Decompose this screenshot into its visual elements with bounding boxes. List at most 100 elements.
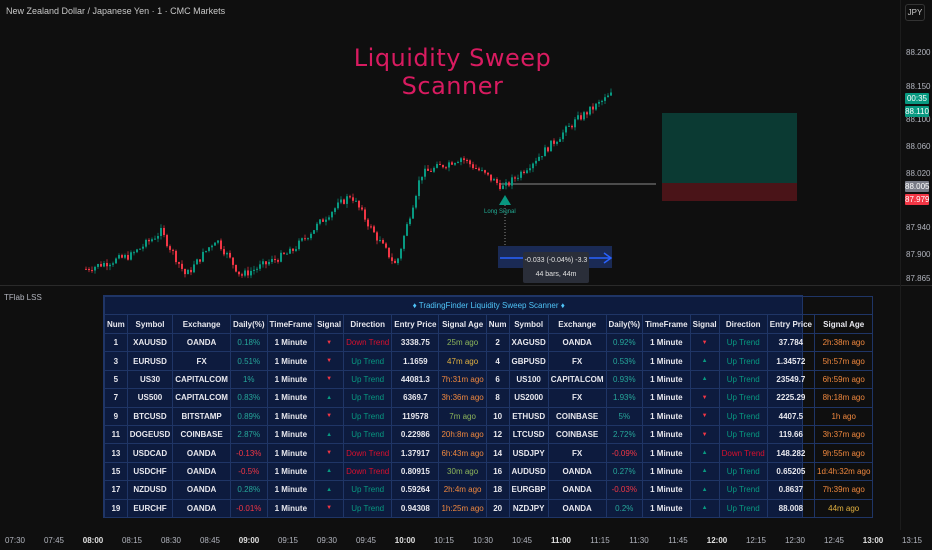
signal-age-cell: 7m ago [438,406,487,426]
candle [505,182,507,186]
candle [496,179,498,184]
candle [271,258,273,262]
timeframe-cell: 1 Minute [266,369,316,390]
candle [274,258,276,261]
candle [547,147,549,152]
daily-cell: 5% [605,406,644,426]
table-row: 13 USDCAD OANDA -0.13% 1 Minute ▼ Down Trend 1.… [104,443,874,463]
table-row: 15 USDCHF OANDA -0.5% 1 Minute ▲ Down Trend 0.8… [104,461,874,482]
signal-age-cell: 8h:18m ago [814,388,874,408]
candle [223,249,225,255]
entry-price-cell: 88.008 [766,498,816,518]
entry-price-cell: 3338.75 [391,332,440,353]
daily-cell: 0.27% [605,461,644,482]
arrow-right-icon [603,252,613,264]
num-cell: 3 [104,351,128,371]
candle [97,264,99,267]
candle [229,252,231,258]
num-cell: 14 [485,443,510,463]
candle [244,270,246,276]
candle [304,238,306,240]
candle [118,255,120,259]
timeframe-cell: 1 Minute [266,332,316,353]
signal-cell: ▼ [314,498,345,518]
direction-cell: Up Trend [718,332,768,353]
time-label: 10:00 [394,536,416,545]
daily-cell: 0.2% [605,498,644,518]
candle [481,170,483,172]
direction-cell: Up Trend [343,406,393,426]
entry-price-cell: 148.282 [766,443,816,463]
candle [403,235,405,249]
candle [535,160,537,164]
candle [436,164,438,168]
currency-button[interactable]: JPY [905,4,925,21]
column-header: TimeFrame [642,314,691,334]
candle [550,140,552,152]
exchange-cell: OANDA [547,498,607,518]
symbol-cell: LTCUSD [508,424,549,445]
signal-age-cell: 5h:57m ago [814,351,874,371]
candle [94,266,96,271]
symbol-cell: US100 [508,369,549,390]
candle [394,260,396,264]
signal-age-cell: 2h:4m ago [438,480,487,500]
symbol-cell: XAGUSD [508,332,549,353]
price-badge: 88.110 [905,106,929,117]
candle [370,226,372,228]
daily-cell: 0.83% [229,388,268,408]
signal-age-cell: 25m ago [438,332,487,353]
candle [250,270,252,276]
daily-cell: -0.13% [229,443,268,463]
candle [343,199,345,204]
num-cell: 19 [104,498,128,518]
candle [166,235,168,247]
symbol-cell: US2000 [508,388,549,408]
direction-cell: Up Trend [343,388,393,408]
num-cell: 5 [104,369,128,390]
entry-price-cell: 37.784 [766,332,816,353]
exchange-cell: CAPITALCOM [547,369,607,390]
exchange-cell: COINBASE [547,406,607,426]
time-label: 11:45 [668,536,688,545]
candle [523,171,525,173]
candle [319,219,321,224]
candle [409,218,411,225]
num-cell: 16 [485,461,510,482]
triangle-down-icon: ▼ [326,358,333,365]
candle [196,259,198,265]
candle [148,239,150,242]
signal-cell: ▼ [314,443,345,463]
price-label: 88.200 [906,48,931,57]
triangle-down-icon: ▼ [701,431,708,438]
symbol-cell: EURUSD [126,351,174,371]
candle [199,259,201,262]
daily-cell: 0.92% [605,332,644,353]
candle [310,233,312,239]
exchange-cell: OANDA [547,461,607,482]
candle [238,271,240,275]
candle [187,269,189,275]
entry-price-cell: 1.34572 [766,351,816,371]
candle [205,250,207,252]
column-header: Signal [314,314,345,334]
exchange-cell: FX [547,388,607,408]
signal-age-cell: 1h:25m ago [438,498,487,518]
pane-divider[interactable] [0,285,932,286]
candle [529,168,531,171]
signal-cell: ▲ [314,388,345,408]
candle [241,274,243,276]
candle [580,115,582,120]
signal-age-cell: 20h:8m ago [438,424,487,445]
candle [100,264,102,267]
symbol-cell: ETHUSD [508,406,549,426]
table-row: 11 DOGEUSD COINBASE 2.87% 1 Minute ▲ Up Trend 0… [104,424,874,445]
indicator-label[interactable]: TFlab LSS [4,293,42,302]
exchange-cell: OANDA [172,480,231,500]
time-label: 11:30 [629,536,649,545]
timeframe-cell: 1 Minute [642,498,691,518]
num-cell: 1 [104,332,128,353]
table-row: 17 NZDUSD OANDA 0.28% 1 Minute ▲ Up Trend 0.592… [104,480,874,500]
price-label: 88.020 [906,169,931,179]
price-chart[interactable] [0,0,900,284]
